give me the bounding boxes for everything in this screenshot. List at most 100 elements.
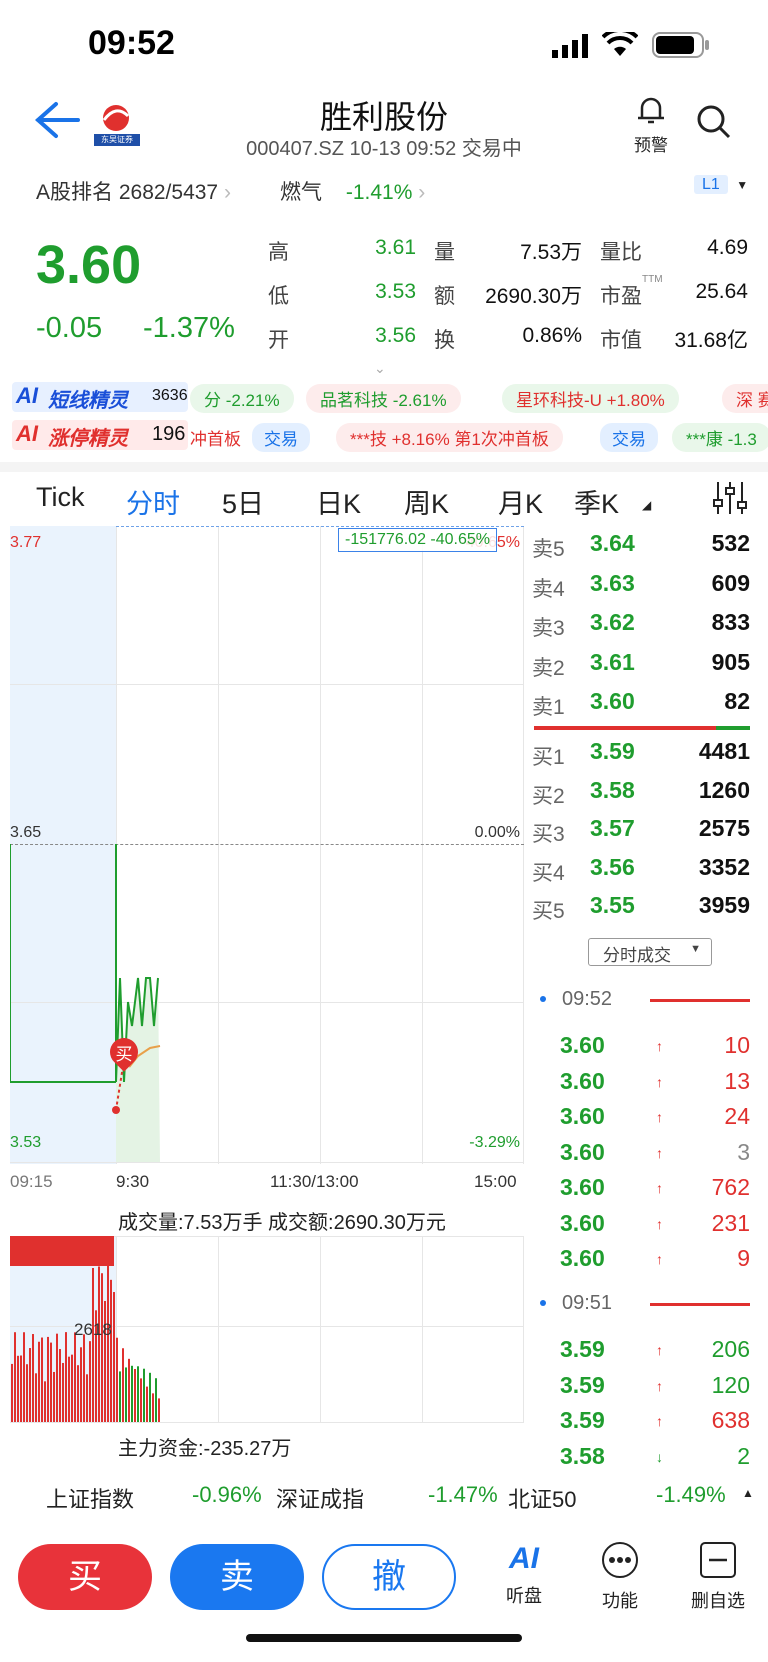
- battery-icon: [652, 32, 710, 63]
- ranking-link[interactable]: A股排名 2682/5437 ›: [36, 176, 231, 206]
- ask-row[interactable]: 卖5 3.64 532: [532, 530, 750, 566]
- ai-limit-bar[interactable]: AI 涨停精灵 196 冲首板 交易 ***技 +8.16% 第1次冲首板 交易…: [0, 420, 768, 454]
- trade-time-header: 09:51: [540, 1292, 750, 1318]
- volume-chart[interactable]: 2618: [10, 1236, 524, 1423]
- trade-volume: 3: [737, 1138, 750, 1165]
- ai-limit-item[interactable]: ***康 -1.3: [672, 423, 768, 452]
- ask-row[interactable]: 卖3 3.62 833: [532, 609, 750, 645]
- stat-label: 低: [268, 285, 289, 308]
- nav-listen[interactable]: AI 听盘: [494, 1542, 554, 1608]
- ai-short-bar[interactable]: AI 短线精灵 3636 分 -2.21% 品茗科技 -2.61% 星环科技-U…: [0, 382, 768, 416]
- stat-value: 0.86%: [522, 324, 582, 347]
- broker-logo: 东吴证券: [94, 102, 140, 146]
- x-label: 15:00: [474, 1172, 517, 1191]
- stock-subtitle: 000407.SZ 10-13 09:52 交易中: [246, 138, 522, 160]
- ai-short-item[interactable]: 星环科技-U +1.80%: [502, 384, 679, 413]
- arrow-up-icon: ↑: [656, 1180, 663, 1196]
- ask-price: 3.62: [590, 609, 635, 635]
- volume-bar: [29, 1348, 31, 1422]
- level-badge: L1: [694, 175, 728, 194]
- bid-volume: 3352: [698, 853, 750, 880]
- stat-label: 市值: [600, 329, 642, 352]
- grid-line: [523, 1236, 524, 1422]
- chart-settings-icon[interactable]: [712, 480, 748, 521]
- level-selector[interactable]: L1 ▼: [694, 175, 748, 194]
- ai-short-item[interactable]: 品茗科技 -2.61%: [306, 384, 461, 413]
- intraday-chart[interactable]: 买 3.77 3.65 3.53 -40.65% 0.00% -3.29% -1…: [10, 526, 524, 1164]
- grid-line: [422, 526, 423, 1164]
- caret-up-icon[interactable]: ▲: [742, 1486, 754, 1500]
- tab-0[interactable]: Tick: [36, 482, 85, 512]
- chevron-right-icon: ›: [412, 181, 426, 204]
- ai-short-badge[interactable]: AI 短线精灵 3636: [12, 382, 188, 412]
- volume-bar: [137, 1366, 139, 1422]
- ai-limit-trade-button[interactable]: 交易: [600, 423, 658, 452]
- bid-row[interactable]: 买1 3.59 4481: [532, 738, 750, 774]
- tick-trades-dropdown[interactable]: 分时成交 ▼: [588, 938, 712, 966]
- dropdown-label: 分时成交: [603, 946, 671, 965]
- grid-line: [10, 1236, 524, 1237]
- tab-2[interactable]: 5日: [222, 489, 265, 519]
- ai-short-item[interactable]: 分 -2.21%: [190, 384, 294, 413]
- nav-label: 删自选: [691, 1591, 745, 1611]
- trade-volume: 24: [724, 1103, 750, 1129]
- ai-short-item[interactable]: 深 赛: [722, 384, 768, 413]
- stat-label: 换: [434, 329, 455, 352]
- volume-bar: [53, 1371, 55, 1422]
- back-arrow-icon[interactable]: [34, 100, 82, 145]
- tab-5[interactable]: 月K: [498, 489, 544, 519]
- nav-remove-watchlist[interactable]: 删自选: [686, 1540, 750, 1613]
- volume-bar: [56, 1333, 58, 1422]
- ai-limit-item[interactable]: ***技 +8.16% 第1次冲首板: [336, 423, 563, 452]
- bid-label: 买2: [532, 784, 565, 808]
- bid-row[interactable]: 买4 3.56 3352: [532, 854, 750, 890]
- bid-row[interactable]: 买2 3.58 1260: [532, 777, 750, 813]
- ask-row[interactable]: 卖2 3.61 905: [532, 649, 750, 685]
- index-name: 深证成指: [276, 1487, 365, 1512]
- alert-button[interactable]: 预警: [626, 94, 676, 156]
- volume-bars-svg: [10, 1236, 160, 1422]
- tab-3[interactable]: 日K: [316, 489, 362, 519]
- index-bar[interactable]: 上证指数 -0.96% 深证成指 -1.47% 北证50 -1.49% ▲: [0, 1476, 768, 1516]
- volume-bar: [113, 1292, 115, 1422]
- fund-caption: 主力资金:-235.27万: [118, 1438, 292, 1460]
- grid-line: [116, 1236, 117, 1422]
- volume-bar: [11, 1363, 13, 1422]
- stat-label: 量比: [600, 241, 642, 264]
- index-name: 上证指数: [46, 1487, 135, 1512]
- trade-row: 3.58 ↓ 2: [560, 1443, 750, 1477]
- ai-limit-badge[interactable]: AI 涨停精灵 196: [12, 420, 188, 450]
- sector-link[interactable]: 燃气 -1.41% ›: [280, 176, 425, 206]
- trade-volume: 206: [711, 1336, 750, 1362]
- ai-brand-icon: AI: [16, 421, 38, 446]
- bid-volume: 4481: [698, 738, 750, 764]
- bid-price: 3.58: [590, 776, 635, 803]
- ask-row[interactable]: 卖4 3.63 609: [532, 570, 750, 606]
- ai-limit-trade-button[interactable]: 交易: [252, 423, 310, 452]
- trade-row: 3.60 ↑ 3: [560, 1139, 750, 1173]
- volume-bar: [62, 1362, 64, 1422]
- search-icon[interactable]: [696, 104, 732, 145]
- grid-line: [218, 526, 219, 1164]
- y-label-bottom: 3.53: [10, 1134, 42, 1151]
- nav-functions[interactable]: 功能: [590, 1540, 650, 1613]
- tab-1[interactable]: 分时: [126, 489, 180, 519]
- tab-6[interactable]: 季K: [574, 489, 620, 519]
- sell-button[interactable]: 卖: [170, 1544, 304, 1610]
- tab-4[interactable]: 周K: [404, 489, 450, 519]
- bid-row[interactable]: 买3 3.57 2575: [532, 815, 750, 851]
- ai-limit-item[interactable]: 冲首板: [190, 430, 241, 449]
- stat-value: 3.53: [375, 280, 416, 303]
- ask-row[interactable]: 卖1 3.60 82: [532, 688, 750, 724]
- cancel-order-button[interactable]: 撤: [322, 1544, 456, 1610]
- volume-bar: [116, 1337, 118, 1422]
- trade-price: 3.58: [560, 1442, 605, 1469]
- grid-line: [10, 684, 524, 685]
- expand-chevron-icon[interactable]: ⌄: [374, 360, 386, 376]
- y-label-top: 3.77: [10, 534, 42, 551]
- grid-line: [10, 1002, 524, 1003]
- trade-price: 3.60: [560, 1067, 605, 1094]
- stat-value: 2690.30万: [485, 285, 582, 308]
- bid-row[interactable]: 买5 3.55 3959: [532, 892, 750, 928]
- buy-button[interactable]: 买: [18, 1544, 152, 1610]
